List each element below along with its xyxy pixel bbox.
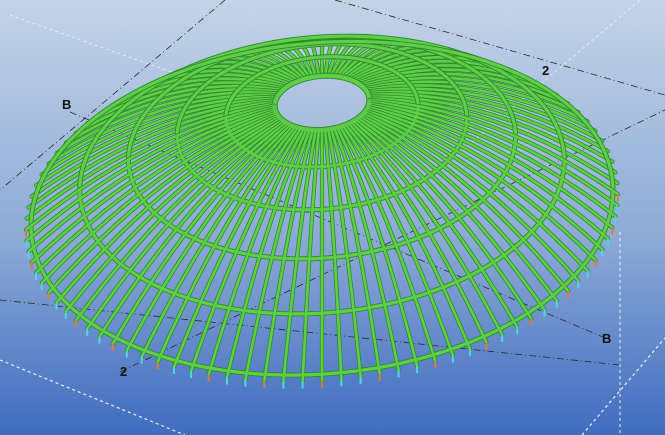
grid-line-axis-2 (119, 109, 665, 373)
radial-member[interactable] (335, 126, 419, 368)
radial-member[interactable] (172, 126, 300, 369)
radial-member[interactable] (30, 99, 277, 198)
radial-member[interactable] (74, 118, 284, 322)
radial-member[interactable] (341, 124, 455, 357)
radial-member[interactable] (326, 128, 362, 379)
radial-member[interactable] (207, 127, 306, 376)
radial-member[interactable] (55, 90, 281, 155)
radial-member[interactable] (344, 123, 472, 351)
guide-line-nw (9, 14, 181, 76)
radial-member[interactable] (27, 107, 277, 253)
ring-member-front (126, 136, 518, 261)
dome-structure[interactable] (23, 33, 621, 389)
radial-member[interactable] (367, 102, 617, 218)
radial-member[interactable] (354, 118, 533, 320)
ring-member-front (29, 190, 615, 377)
radial-member[interactable] (361, 76, 580, 114)
radial-member[interactable] (361, 112, 580, 283)
radial-member[interactable] (24, 104, 276, 232)
radial-member[interactable] (365, 107, 604, 251)
radial-member[interactable] (125, 123, 293, 352)
ring-member-front (175, 118, 469, 212)
radial-member[interactable] (360, 114, 570, 293)
radial-member[interactable] (40, 112, 279, 285)
radial-member[interactable] (367, 92, 614, 163)
radial-member[interactable] (64, 88, 283, 145)
radial-member[interactable] (329, 127, 381, 376)
radial-member[interactable] (282, 128, 318, 383)
radial-member[interactable] (368, 98, 620, 196)
ring-member-front (78, 160, 566, 316)
radial-member[interactable] (64, 117, 283, 313)
radial-member[interactable] (366, 90, 610, 153)
grid-label-b-top: B (62, 97, 71, 112)
radial-member[interactable] (365, 87, 604, 143)
radial-member[interactable] (367, 104, 614, 229)
grid-line-south (0, 299, 621, 366)
radial-member[interactable] (34, 111, 278, 275)
guide-line-ne (444, 0, 641, 166)
radial-member[interactable] (189, 127, 303, 373)
radial-member[interactable] (98, 121, 288, 338)
radial-member[interactable] (74, 84, 284, 135)
radial-member[interactable] (360, 72, 570, 105)
ring-member-front (272, 99, 372, 132)
radial-member[interactable] (34, 97, 278, 187)
radial-member[interactable] (366, 105, 610, 240)
radial-member[interactable] (225, 128, 309, 379)
radial-member[interactable] (356, 64, 546, 89)
ring-member-front (224, 105, 420, 169)
radial-member[interactable] (85, 120, 286, 331)
radial-member[interactable] (358, 68, 559, 97)
radial-member[interactable] (347, 122, 488, 344)
radial-member[interactable] (351, 120, 519, 329)
radial-member[interactable] (263, 128, 315, 383)
grid-label-2-bottom: 2 (120, 364, 127, 379)
radial-member[interactable] (333, 126, 400, 372)
radial-member[interactable] (356, 117, 546, 312)
grid-labels: B 2 2 B (62, 63, 611, 379)
radial-member[interactable] (323, 128, 343, 381)
radial-member[interactable] (363, 111, 589, 272)
radial-member[interactable] (47, 93, 280, 166)
radial-member[interactable] (301, 128, 321, 383)
radial-member[interactable] (111, 122, 290, 346)
radial-member[interactable] (47, 114, 280, 295)
radial-member[interactable] (358, 115, 559, 302)
radial-member[interactable] (349, 121, 504, 337)
radial-member[interactable] (338, 125, 437, 363)
radial-member[interactable] (364, 84, 597, 133)
radial-member[interactable] (363, 80, 589, 123)
radial-member[interactable] (244, 128, 311, 381)
radial-member[interactable] (25, 106, 276, 243)
radial-member[interactable] (30, 109, 277, 264)
grid-line-north (334, 0, 665, 96)
radial-member[interactable] (156, 125, 297, 364)
radial-member[interactable] (25, 102, 276, 220)
radial-member[interactable] (40, 95, 279, 176)
radial-member[interactable] (368, 100, 619, 207)
radial-member[interactable] (140, 124, 295, 358)
radial-member[interactable] (55, 116, 281, 304)
grid-label-2-top: 2 (542, 63, 549, 78)
radial-member[interactable] (364, 109, 597, 262)
grid-label-b-bottom: B (602, 331, 611, 346)
radial-member[interactable] (368, 97, 619, 185)
radial-member[interactable] (27, 100, 277, 209)
radial-member[interactable] (367, 95, 617, 174)
radial-member[interactable] (85, 81, 286, 125)
